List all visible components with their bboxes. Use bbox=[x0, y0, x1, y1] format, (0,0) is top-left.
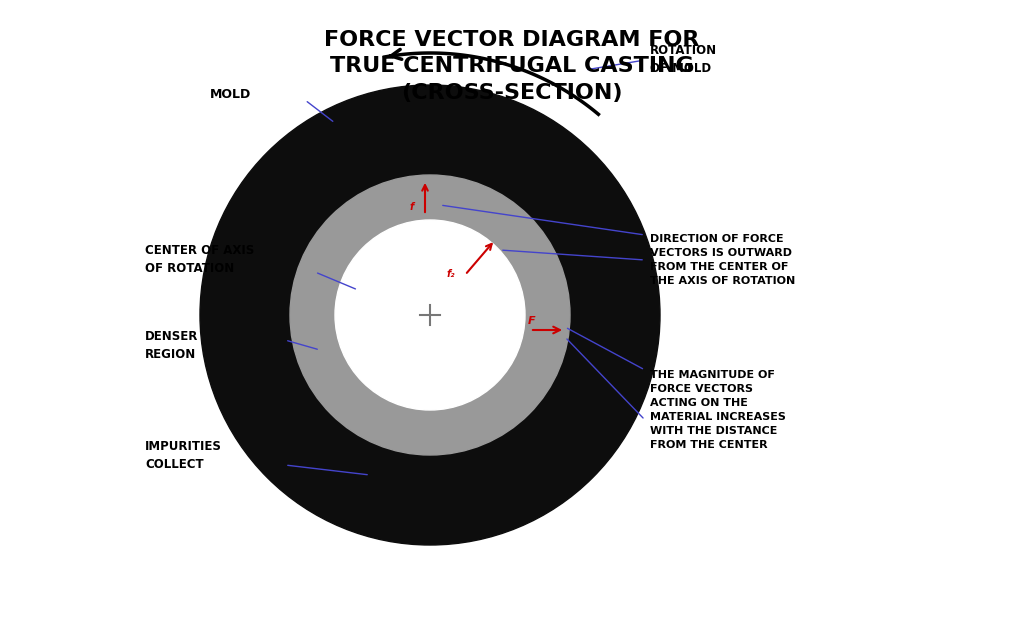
Text: CENTER OF AXIS
OF ROTATION: CENTER OF AXIS OF ROTATION bbox=[145, 244, 254, 276]
Circle shape bbox=[200, 85, 660, 545]
Text: F: F bbox=[528, 316, 536, 326]
Text: f: f bbox=[410, 202, 414, 212]
Text: DIRECTION OF FORCE
VECTORS IS OUTWARD
FROM THE CENTER OF
THE AXIS OF ROTATION: DIRECTION OF FORCE VECTORS IS OUTWARD FR… bbox=[650, 234, 795, 286]
Circle shape bbox=[335, 220, 525, 410]
Text: DENSER
REGION: DENSER REGION bbox=[145, 329, 199, 361]
Text: FORCE VECTOR DIAGRAM FOR
TRUE CENTRIFUGAL CASTING
(CROSS-SECTION): FORCE VECTOR DIAGRAM FOR TRUE CENTRIFUGA… bbox=[324, 30, 700, 102]
Text: THE MAGNITUDE OF
FORCE VECTORS
ACTING ON THE
MATERIAL INCREASES
WITH THE DISTANC: THE MAGNITUDE OF FORCE VECTORS ACTING ON… bbox=[650, 370, 786, 450]
Text: f₂: f₂ bbox=[447, 269, 455, 279]
Text: IMPURITIES
COLLECT: IMPURITIES COLLECT bbox=[145, 439, 221, 471]
Text: MOLD: MOLD bbox=[210, 89, 251, 101]
Circle shape bbox=[290, 175, 570, 455]
Text: ROTATION
OF MOLD: ROTATION OF MOLD bbox=[650, 44, 718, 76]
